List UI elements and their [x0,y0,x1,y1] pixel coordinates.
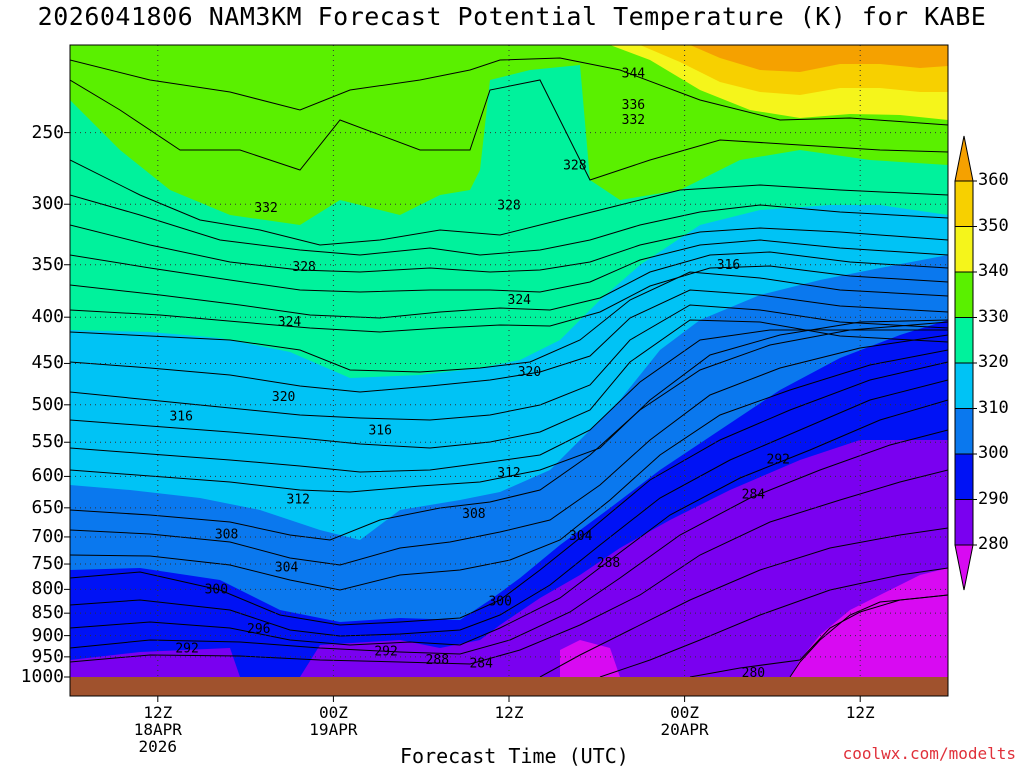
colorbar-level-label: 300 [978,443,1009,463]
contour-label: 316 [368,424,391,439]
colorbar-segment [954,499,974,546]
band-280-290 [70,440,948,677]
ground-surface [70,677,948,696]
contour-label: 324 [278,315,302,330]
band-below-280-east [790,568,948,677]
contour-label: 328 [497,199,520,214]
y-tick-marks [64,132,70,678]
contour-label: 288 [597,556,620,571]
contour-label: 292 [175,642,198,657]
contour-label: 324 [508,293,532,308]
band-below-280 [560,640,620,677]
y-tick-label: 550 [31,431,64,453]
x-tick-label-line: 20APR [660,720,709,739]
contour-label: 284 [469,656,493,671]
contour-label: 292 [767,453,790,468]
colorbar-level-label: 290 [978,488,1009,509]
colorbar-segment [954,453,974,500]
colorbar-top-arrow [954,135,974,182]
y-tick-label: 650 [31,496,64,518]
x-tick-label-line: 2026 [138,737,178,756]
x-tick-label-line: 12Z [494,703,524,722]
x-tick-label: 00Z 20APR [640,704,730,738]
x-tick-label-line: 12Z [143,703,173,722]
contour-label: 300 [205,582,228,597]
contour-label: 300 [488,594,511,609]
x-tick-label: 12Z [815,704,905,721]
contour-label: 316 [717,258,740,273]
colorbar [954,135,977,591]
y-tick-label: 850 [31,602,64,624]
contour-label: 292 [374,644,397,659]
contour-label: 296 [247,622,270,637]
x-tick-label: 12Z 18APR 2026 [113,704,203,755]
filled-contours [70,45,948,677]
colorbar-level-label: 360 [978,170,1009,190]
contour-label: 284 [742,487,766,502]
colorbar-segment [954,408,974,455]
contour-label: 288 [426,653,449,668]
x-tick-marks [157,696,861,702]
y-tick-label: 800 [31,578,64,600]
y-tick-label: 300 [31,193,64,215]
contour-label: 336 [622,98,645,113]
colorbar-level-label: 350 [978,215,1009,236]
contour-label: 344 [622,66,646,81]
colorbar-level-label: 310 [978,397,1009,418]
contour-label: 308 [215,528,238,543]
colorbar-segment [954,317,974,364]
y-tick-label: 750 [31,553,64,575]
colorbar-segment [954,226,974,273]
colorbar-level-label: 330 [978,306,1009,327]
colorbar-segment [954,271,974,318]
y-tick-label: 400 [31,306,64,328]
x-tick-label: 00Z 19APR [288,704,378,738]
x-axis-title: Forecast Time (UTC) [400,744,629,768]
contour-label: 328 [292,260,315,275]
contour-label: 328 [563,159,586,174]
contour-label: 332 [622,113,645,128]
contour-label: 304 [275,561,299,576]
colorbar-level-label: 340 [978,261,1009,281]
y-tick-label: 1000 [20,666,64,687]
y-tick-label: 700 [31,525,64,547]
y-tick-label: 950 [31,645,64,667]
y-tick-label: 250 [31,121,64,143]
band-360-plus [690,45,948,72]
x-tick-label: 12Z [464,704,554,721]
colorbar-level-label: 280 [978,534,1009,554]
contour-label: 308 [462,507,485,522]
contour-label: 312 [287,492,310,507]
contour-label: 316 [169,409,192,424]
x-tick-label-line: 12Z [845,703,875,722]
chart-title: 2026041806 NAM3KM Forecast Potential Tem… [37,2,987,31]
x-tick-label-line: 19APR [309,720,358,739]
contour-label: 320 [518,365,541,380]
x-tick-label-line: 00Z [670,703,700,722]
x-tick-label-line: 18APR [133,720,182,739]
contour-label: 320 [272,390,295,405]
plot-grid [70,45,948,677]
colorbar-segment [954,362,974,409]
colorbar-segment [954,180,974,227]
credit-link[interactable]: coolwx.com/modelts [842,744,1016,763]
y-tick-label: 500 [31,393,64,415]
colorbar-bottom-arrow [954,544,974,591]
contour-label: 312 [497,466,520,481]
y-tick-label: 900 [31,624,64,646]
contour-lines [70,57,948,677]
colorbar-level-label: 320 [978,352,1009,372]
x-tick-label-line: 00Z [318,703,348,722]
contour-label: 304 [569,529,593,544]
y-tick-label: 600 [31,465,64,487]
y-tick-label: 450 [31,352,64,374]
contour-label: 332 [254,201,277,216]
y-tick-label: 350 [31,253,64,275]
